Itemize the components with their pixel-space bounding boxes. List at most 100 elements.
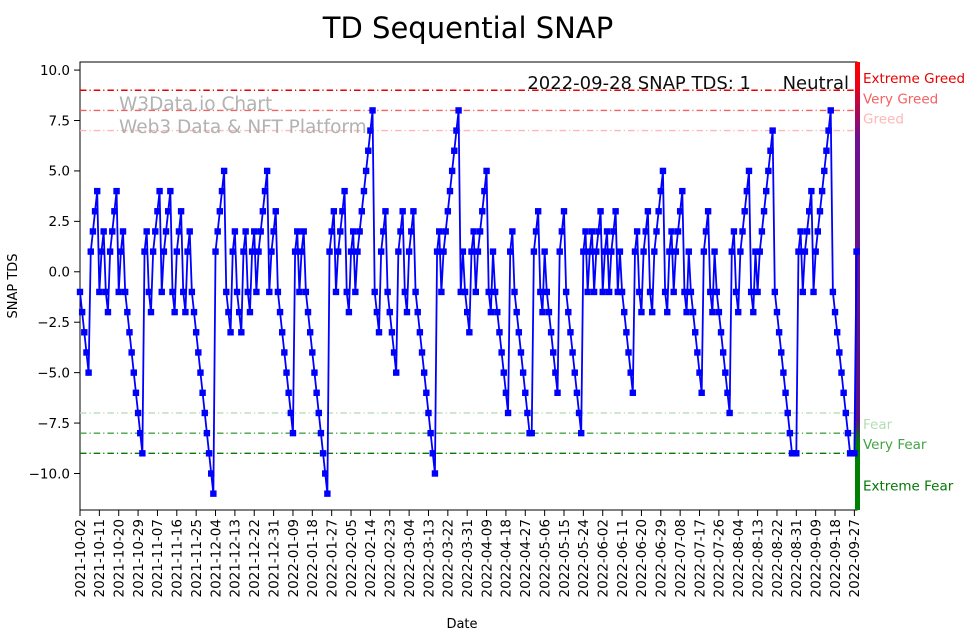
- data-point-marker: [175, 228, 183, 235]
- data-point-marker: [496, 329, 503, 336]
- data-point-marker: [599, 288, 606, 296]
- data-point-marker: [388, 329, 396, 336]
- data-point-marker: [545, 308, 553, 316]
- x-tick-label: 2022-09-18: [828, 519, 844, 597]
- data-point-marker: [541, 248, 548, 255]
- data-point-marker: [412, 288, 419, 296]
- x-tick-label: 2022-08-04: [731, 519, 747, 597]
- data-point-marker: [306, 329, 314, 336]
- data-point-marker: [769, 127, 776, 134]
- data-point-marker: [416, 329, 424, 336]
- data-point-marker: [192, 329, 200, 336]
- data-point-marker: [414, 308, 421, 316]
- data-point-marker: [212, 248, 219, 255]
- data-point-marker: [481, 187, 488, 195]
- x-tick-label: 2021-10-29: [131, 519, 147, 597]
- data-point-marker: [186, 228, 193, 235]
- threshold-label-fear: Fear: [863, 417, 893, 433]
- data-point-marker: [608, 248, 615, 255]
- data-point-marker: [147, 308, 155, 316]
- data-point-marker: [109, 228, 116, 235]
- data-point-marker: [726, 409, 733, 417]
- data-point-marker: [96, 288, 103, 296]
- data-point-marker: [405, 248, 413, 255]
- x-tick-label: 2022-03-04: [402, 519, 418, 597]
- data-point-marker: [134, 409, 142, 417]
- data-point-marker: [334, 248, 342, 255]
- data-point-marker: [466, 329, 473, 336]
- data-point-marker: [201, 409, 208, 417]
- data-point-marker: [390, 349, 398, 356]
- data-point-marker: [539, 308, 546, 316]
- data-point-marker: [616, 248, 624, 255]
- data-point-marker: [489, 248, 497, 255]
- data-point-marker: [782, 389, 789, 397]
- data-point-marker: [274, 288, 282, 296]
- x-tick-label: 2022-08-13: [750, 519, 766, 597]
- data-point-marker: [823, 147, 830, 154]
- watermark-line2: Web3 Data & NFT Platform: [119, 117, 367, 138]
- data-point-marker: [728, 248, 735, 255]
- x-tick-label: 2022-08-22: [770, 519, 786, 597]
- data-point-marker: [586, 248, 594, 255]
- data-point-marker: [795, 248, 802, 255]
- data-point-marker: [420, 369, 428, 376]
- data-point-marker: [85, 369, 92, 376]
- data-point-marker: [427, 429, 434, 437]
- data-point-marker: [229, 248, 236, 255]
- data-point-marker: [242, 228, 249, 235]
- data-point-marker: [711, 248, 718, 255]
- data-point-marker: [106, 248, 114, 255]
- data-point-marker: [418, 349, 426, 356]
- data-point-marker: [349, 228, 357, 235]
- y-axis-label: SNAP TDS: [6, 253, 21, 318]
- data-point-marker: [356, 228, 363, 235]
- series-line: [79, 109, 858, 495]
- data-point-marker: [722, 369, 729, 376]
- data-point-marker: [558, 228, 566, 235]
- data-point-marker: [384, 288, 391, 296]
- threshold-label-very-fear: Very Fear: [863, 437, 927, 453]
- data-point-marker: [347, 248, 355, 255]
- data-point-marker: [567, 329, 574, 336]
- data-point-marker: [515, 329, 523, 336]
- x-tick-label: 2022-06-29: [654, 519, 670, 597]
- data-point-marker: [752, 248, 759, 255]
- data-point-marker: [410, 208, 417, 215]
- data-point-marker: [590, 288, 598, 296]
- data-point-marker: [365, 147, 372, 154]
- data-point-marker: [425, 409, 432, 417]
- data-point-marker: [760, 208, 768, 215]
- data-point-marker: [494, 308, 501, 316]
- data-point-marker: [244, 288, 251, 296]
- data-point-marker: [565, 308, 572, 316]
- data-point-marker: [648, 308, 656, 316]
- x-tick-label: 2022-07-08: [673, 519, 689, 597]
- data-point-marker: [618, 288, 626, 296]
- data-point-marker: [102, 288, 110, 296]
- data-point-marker: [156, 187, 163, 195]
- data-point-marker: [468, 248, 475, 255]
- x-tick-label: 2021-10-02: [73, 519, 89, 597]
- data-point-marker: [623, 329, 630, 336]
- data-point-marker: [575, 409, 583, 417]
- data-point-marker: [128, 349, 135, 356]
- data-point-marker: [324, 490, 331, 497]
- data-point-marker: [801, 248, 809, 255]
- data-point-marker: [255, 248, 262, 255]
- data-point-marker: [530, 248, 538, 255]
- data-point-marker: [730, 228, 738, 235]
- data-point-marker: [578, 429, 585, 437]
- sentiment-colorbar: [855, 62, 860, 510]
- data-point-marker: [803, 228, 811, 235]
- data-point-marker: [160, 248, 168, 255]
- data-point-marker: [601, 248, 609, 255]
- data-point-marker: [571, 369, 578, 376]
- data-point-marker: [814, 228, 822, 235]
- data-point-marker: [180, 288, 187, 296]
- data-point-marker: [668, 228, 675, 235]
- data-point-marker: [767, 147, 774, 154]
- data-point-marker: [696, 369, 703, 376]
- data-point-marker: [580, 248, 587, 255]
- threshold-lines: Extreme Greed Very Greed Greed Fear Very Fea…: [80, 71, 965, 494]
